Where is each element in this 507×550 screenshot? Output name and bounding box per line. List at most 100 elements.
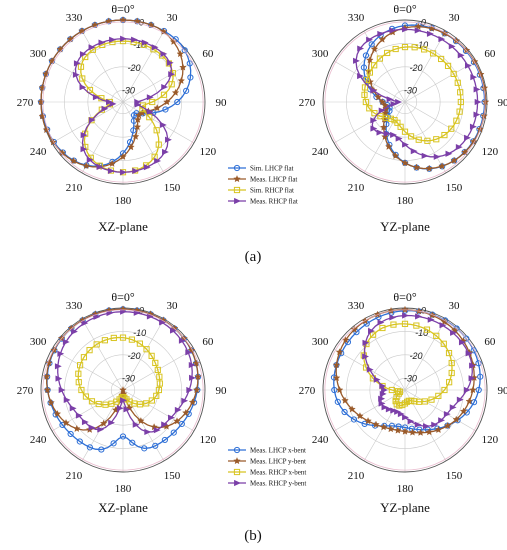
data-point xyxy=(341,408,348,416)
rim-circle xyxy=(42,309,204,471)
data-point xyxy=(123,406,131,413)
data-point xyxy=(378,98,387,106)
data-point xyxy=(416,428,425,436)
polar-chart: 0 -10 -20 -30 30 60 90 120 150 180 210 240 270 300 330… xyxy=(299,290,507,515)
series-meas-lhcp-flat xyxy=(364,22,490,172)
angle-label: 300 xyxy=(312,336,329,348)
angle-label: 330 xyxy=(66,12,83,24)
data-point xyxy=(379,123,388,131)
data-point xyxy=(390,131,397,138)
legend-entry: Meas. LHCP y-bent xyxy=(250,458,306,466)
legend-marker xyxy=(233,164,241,172)
data-point xyxy=(371,110,378,117)
data-point xyxy=(160,91,168,98)
data-point xyxy=(452,415,460,423)
angle-label: 30 xyxy=(167,12,179,24)
legend-marker xyxy=(233,457,241,465)
data-point xyxy=(392,398,399,405)
data-point xyxy=(98,39,106,46)
grid-spoke xyxy=(333,389,406,432)
data-point xyxy=(88,398,96,405)
data-point xyxy=(171,88,180,96)
data-point xyxy=(165,136,172,143)
data-point xyxy=(388,386,395,394)
data-point xyxy=(120,169,127,176)
data-point xyxy=(332,361,341,369)
data-point xyxy=(353,57,360,64)
data-point xyxy=(75,379,82,386)
data-point xyxy=(469,386,477,394)
angle-label: 240 xyxy=(30,146,47,158)
data-point xyxy=(470,399,478,406)
data-point xyxy=(357,45,365,52)
data-point xyxy=(187,74,194,81)
data-point xyxy=(401,320,409,327)
data-point xyxy=(43,386,52,394)
angle-label: 150 xyxy=(446,470,463,482)
data-point xyxy=(470,74,478,81)
data-point xyxy=(162,148,169,156)
data-point xyxy=(86,444,93,451)
data-point xyxy=(159,121,167,129)
data-point xyxy=(185,349,193,356)
data-point xyxy=(383,114,390,121)
data-point xyxy=(161,421,169,428)
data-point xyxy=(110,334,117,342)
angle-label: 240 xyxy=(312,434,329,446)
data-point xyxy=(385,142,393,150)
data-point xyxy=(394,426,402,434)
data-point xyxy=(168,81,175,88)
data-point xyxy=(80,354,88,361)
data-point xyxy=(392,45,399,53)
data-point xyxy=(366,105,373,112)
angle-label: 120 xyxy=(482,146,499,158)
data-point xyxy=(136,340,143,347)
data-point xyxy=(401,427,409,435)
data-point xyxy=(102,401,109,408)
data-point xyxy=(402,26,409,33)
data-point xyxy=(459,407,468,415)
data-point xyxy=(119,433,127,440)
data-point xyxy=(71,328,78,335)
data-point xyxy=(110,440,117,447)
data-point xyxy=(143,164,151,171)
plane-title: YZ-plane xyxy=(380,219,430,234)
data-point xyxy=(402,312,409,319)
data-point xyxy=(465,350,473,357)
grid-ring xyxy=(87,354,159,426)
data-point xyxy=(134,101,142,108)
data-point xyxy=(126,139,134,146)
data-point xyxy=(423,423,430,430)
data-point xyxy=(82,161,90,170)
data-point xyxy=(402,141,409,148)
subfigure-label-b: (b) xyxy=(244,528,262,544)
data-point xyxy=(421,46,428,53)
data-point xyxy=(107,167,115,174)
legend-entry: Sim. RHCP flat xyxy=(250,187,294,195)
legend: Meas. LHCP x-bent Meas. LHCP y-bent Meas. … xyxy=(228,447,306,488)
data-point xyxy=(137,417,145,425)
data-point xyxy=(116,405,124,412)
angle-label: 240 xyxy=(30,434,47,446)
grid-spoke xyxy=(81,30,124,103)
data-point xyxy=(38,112,46,120)
data-point xyxy=(79,51,87,58)
data-point xyxy=(146,114,153,121)
angle-label: 210 xyxy=(66,470,83,482)
angle-label: 210 xyxy=(348,470,365,482)
r-tick-label: 0 xyxy=(421,17,426,27)
data-point xyxy=(194,372,202,380)
data-point xyxy=(146,108,154,115)
r-tick-label: -20 xyxy=(410,351,423,361)
r-tick-label: -10 xyxy=(415,328,428,338)
data-point xyxy=(401,128,409,135)
data-point xyxy=(379,324,386,332)
data-point xyxy=(73,424,81,432)
data-point xyxy=(57,350,65,357)
data-point xyxy=(463,386,471,394)
data-point xyxy=(129,439,136,446)
data-point xyxy=(383,130,391,137)
data-point xyxy=(384,49,391,57)
data-point xyxy=(80,146,88,153)
data-point xyxy=(421,398,428,405)
